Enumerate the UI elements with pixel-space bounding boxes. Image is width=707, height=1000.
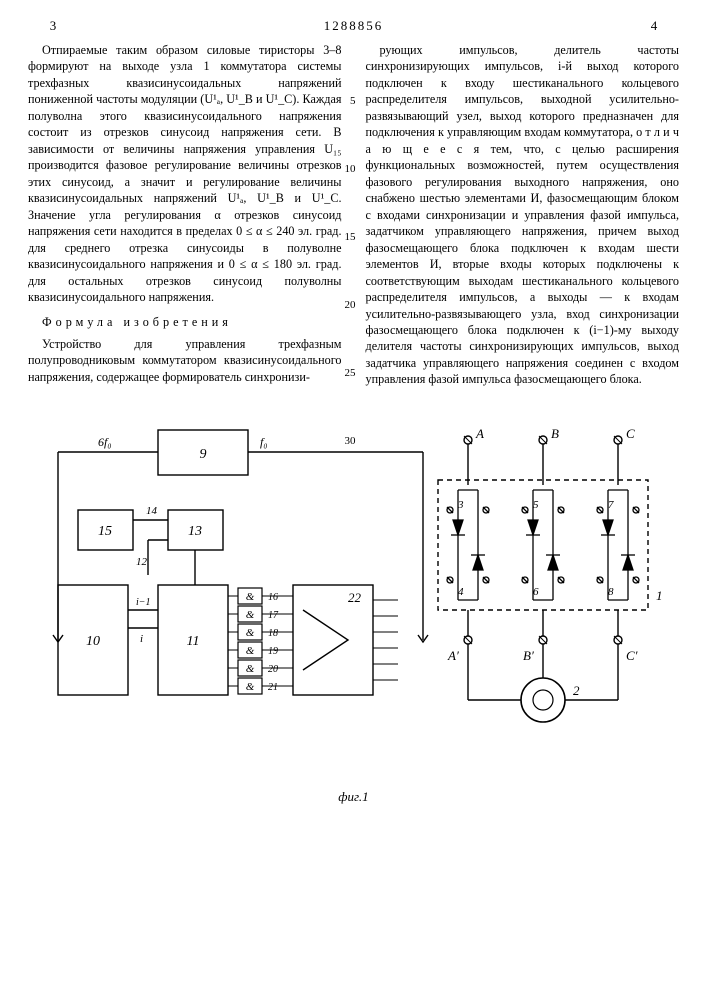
- line-marker: 30: [345, 434, 356, 449]
- svg-text:&: &: [246, 609, 255, 621]
- figure-caption: фиг.1: [28, 789, 679, 805]
- thyristor-8: 8: [608, 586, 614, 598]
- block-10-label: 10: [86, 634, 100, 649]
- block-15-label: 15: [98, 524, 112, 539]
- node-2-label: 2: [573, 683, 580, 698]
- terminal-Cprime: C′: [626, 648, 638, 663]
- thyristor-7: 7: [608, 499, 614, 511]
- circuit-diagram-svg: 9 6f₀ f₀ 15 13 14 12 10 i−1 i: [28, 410, 678, 780]
- page-header: 3 1288856 4: [28, 18, 679, 34]
- svg-text:&: &: [246, 681, 255, 693]
- label-12: 12: [136, 556, 148, 568]
- terminal-B: B: [551, 426, 559, 441]
- right-para-1: рующих импульсов, делитель частоты синхр…: [366, 42, 680, 388]
- line-marker: 15: [345, 230, 356, 245]
- svg-text:&: &: [246, 663, 255, 675]
- label-6f0: 6f₀: [98, 435, 112, 449]
- svg-text:21: 21: [268, 682, 278, 693]
- and-gates: & 16 & 17 & 18 & 19 & 20 & 21: [238, 588, 279, 694]
- commutator-box: [438, 480, 648, 610]
- left-para-1: Отпираемые таким образом силовые тиристо…: [28, 42, 342, 306]
- left-column: Отпираемые таким образом силовые тиристо…: [28, 42, 342, 392]
- svg-text:18: 18: [268, 628, 278, 639]
- svg-text:&: &: [246, 591, 255, 603]
- terminal-Bprime: B′: [523, 648, 534, 663]
- right-column: рующих импульсов, делитель частоты синхр…: [366, 42, 680, 392]
- label-i: i: [140, 633, 143, 645]
- terminal-C: C: [626, 426, 635, 441]
- left-para-2: Устройство для управления трехфазным пол…: [28, 336, 342, 385]
- block-9-label: 9: [200, 447, 207, 462]
- block-22-label: 22: [348, 590, 362, 605]
- terminal-Aprime: A′: [447, 648, 459, 663]
- block-22: [293, 585, 373, 695]
- text-columns: Отпираемые таким образом силовые тиристо…: [28, 42, 679, 392]
- thyristor-4: 4: [458, 586, 464, 598]
- load-motor: [521, 678, 565, 722]
- label-14: 14: [146, 505, 158, 517]
- thyristor-5: 5: [533, 499, 539, 511]
- svg-text:17: 17: [268, 610, 279, 621]
- line-marker: 20: [345, 298, 356, 313]
- svg-text:16: 16: [268, 592, 278, 603]
- block-11-label: 11: [187, 634, 200, 649]
- page-number-left: 3: [28, 18, 78, 34]
- document-number: 1288856: [78, 18, 629, 34]
- line-marker: 5: [350, 94, 356, 109]
- line-marker: 10: [345, 162, 356, 177]
- svg-text:&: &: [246, 627, 255, 639]
- thyristor-3: 3: [457, 499, 464, 511]
- label-f0: f₀: [260, 435, 268, 449]
- svg-text:19: 19: [268, 646, 278, 657]
- line-marker: 25: [345, 366, 356, 381]
- formula-heading: Формула изобретения: [28, 314, 342, 330]
- node-1-label: 1: [656, 588, 663, 603]
- block-13-label: 13: [188, 524, 202, 539]
- page-number-right: 4: [629, 18, 679, 34]
- svg-text:20: 20: [268, 664, 278, 675]
- thyristor-6: 6: [533, 586, 539, 598]
- figure-1: 9 6f₀ f₀ 15 13 14 12 10 i−1 i: [28, 410, 679, 805]
- svg-text:&: &: [246, 645, 255, 657]
- amplifier-icon: [303, 610, 348, 670]
- terminal-A: A: [475, 426, 484, 441]
- label-i-1: i−1: [136, 597, 151, 608]
